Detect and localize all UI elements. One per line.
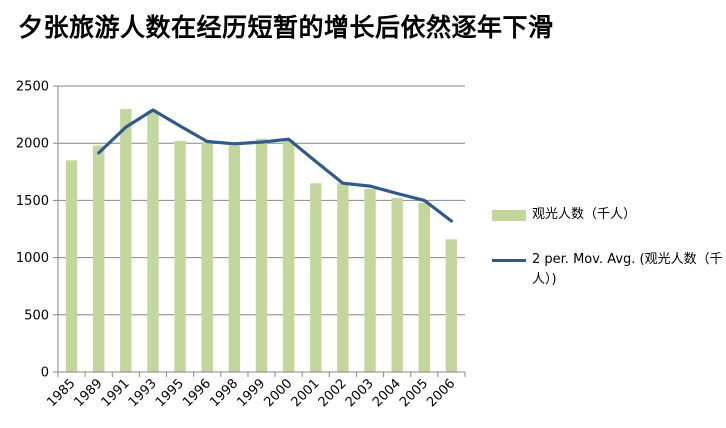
y-tick-label: 500: [24, 308, 49, 323]
y-tick-label: 2500: [16, 80, 49, 95]
x-tick-label: 1996: [180, 376, 214, 410]
bar-2005: [418, 202, 430, 372]
bar-2004: [391, 198, 403, 372]
bar-1996: [201, 142, 213, 372]
legend-label-visitors: 观光人数（千人）: [532, 207, 637, 222]
legend-swatch-bar: [492, 210, 526, 221]
bar-1999: [255, 138, 268, 372]
bar-2001: [310, 183, 322, 372]
bar-series: [65, 108, 458, 372]
y-tick-label: 1000: [16, 251, 49, 266]
x-tick-label: 2005: [397, 376, 431, 410]
x-tick-label: 2006: [424, 376, 458, 410]
legend-swatch-line: [492, 259, 526, 262]
x-tick-label: 1985: [44, 376, 78, 410]
chart-title: 夕张旅游人数在经历短暂的增长后依然逐年下滑: [18, 13, 554, 42]
legend-item-visitors: 观光人数（千人）: [492, 205, 722, 225]
x-tick-label: 1998: [207, 376, 241, 410]
moving-average-line: [97, 108, 453, 223]
bar-2002: [337, 183, 349, 372]
bar-1993: [147, 111, 159, 372]
moving-average-series: [97, 108, 453, 223]
x-tick-label: 1989: [72, 376, 106, 410]
bar-1998: [228, 145, 241, 372]
x-tick-label: 1999: [234, 376, 268, 410]
y-tick-label: 1500: [16, 194, 49, 209]
bar-2003: [364, 188, 376, 372]
legend-item-moving-average: 2 per. Mov. Avg. (观光人数（千人）): [492, 250, 724, 290]
x-tick-label: 1991: [99, 376, 133, 410]
x-tick-label: 2003: [343, 376, 377, 410]
x-tick-label: 1993: [126, 376, 160, 410]
legend-label-moving-average: 2 per. Mov. Avg. (观光人数（千人）): [532, 252, 723, 287]
x-tick-label: 2004: [370, 376, 404, 410]
bar-2006: [445, 239, 458, 372]
x-tick-label: 2001: [289, 376, 323, 410]
bar-1989: [93, 145, 105, 372]
bar-2000: [282, 139, 295, 372]
y-tick-label: 0: [41, 366, 49, 381]
x-tick-label: 2002: [316, 376, 350, 410]
y-tick-label: 2000: [16, 137, 49, 152]
x-tick-label: 1995: [153, 376, 187, 410]
bar-1995: [174, 140, 186, 372]
bar-1991: [120, 108, 132, 372]
x-tick-label: 2000: [261, 376, 295, 410]
bar-1985: [65, 160, 78, 372]
